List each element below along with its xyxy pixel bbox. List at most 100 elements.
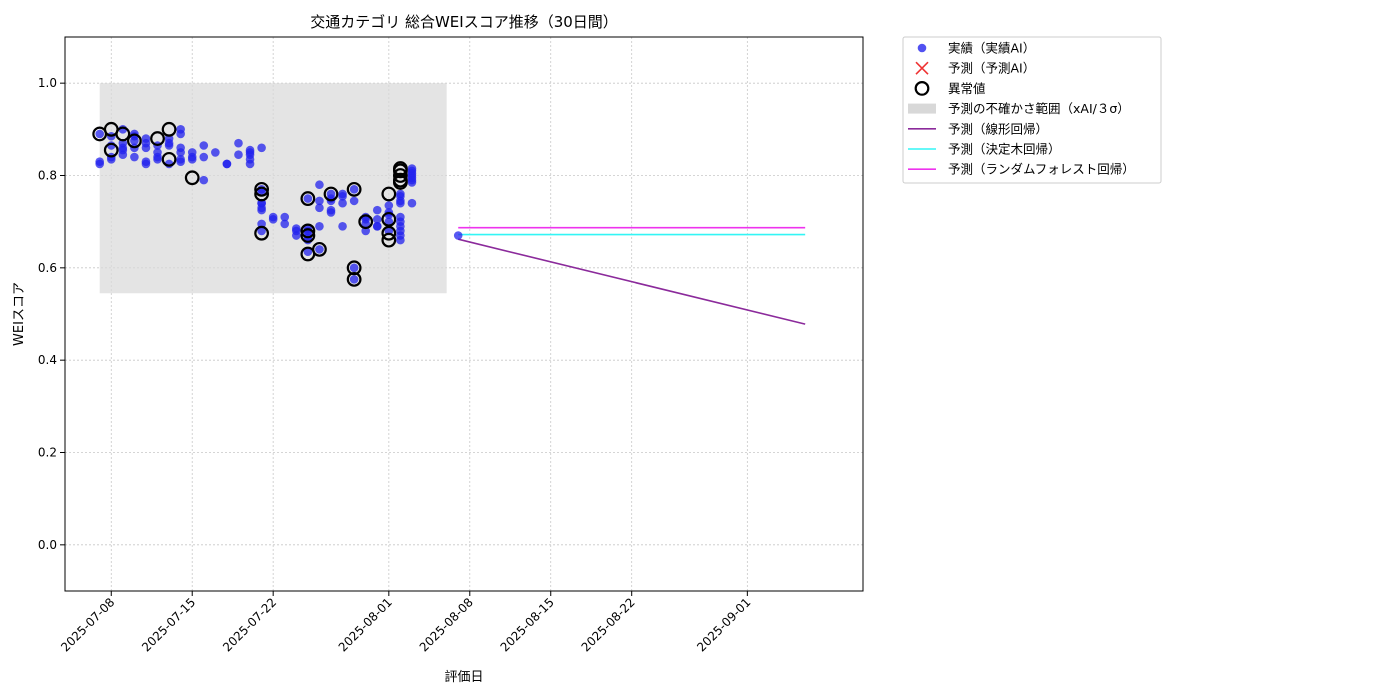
- actual-point: [199, 141, 209, 150]
- y-tick-label: 0.0: [38, 538, 57, 552]
- anomaly-point: [150, 131, 165, 146]
- actual-point: [372, 215, 382, 224]
- actual-point: [257, 226, 266, 236]
- actual-point: [199, 152, 209, 162]
- actual-point: [349, 185, 359, 194]
- actual-point: [384, 217, 394, 226]
- x-tick-label: 2025-09-01: [694, 595, 753, 654]
- legend-label: 実績（実績AI）: [948, 41, 1035, 56]
- anomaly-point: [381, 232, 397, 248]
- x-tick-label: 2025-08-08: [417, 595, 476, 654]
- x-tick-label: 2025-08-15: [498, 595, 557, 654]
- actual-point: [245, 159, 255, 169]
- legend-marker: [915, 61, 929, 75]
- actual-point: [95, 159, 104, 169]
- actual-point: [211, 148, 220, 157]
- anomaly-point: [346, 181, 362, 197]
- actual-point: [338, 189, 347, 199]
- actual-point: [257, 205, 266, 215]
- legend-label: 予測（予測AI）: [948, 61, 1035, 76]
- actual-point: [257, 187, 266, 196]
- anomaly-point: [300, 191, 316, 206]
- anomaly-point: [392, 168, 408, 183]
- legend-box: [902, 36, 1162, 184]
- actual-point: [95, 129, 104, 139]
- actual-point: [245, 150, 255, 160]
- actual-point: [384, 201, 394, 210]
- legend-label: 予測（線形回帰）: [948, 121, 1048, 136]
- anomaly-point: [103, 142, 119, 158]
- anomaly-point: [254, 225, 270, 241]
- actual-point: [141, 159, 151, 169]
- anomaly-point: [300, 223, 316, 239]
- actual-point: [407, 168, 417, 178]
- anomaly-point: [323, 186, 339, 202]
- actual-point: [187, 155, 197, 164]
- actual-point: [257, 143, 266, 153]
- anomaly-point: [126, 133, 142, 149]
- actual-point: [164, 138, 174, 148]
- actual-point: [315, 203, 324, 213]
- actual-point: [303, 247, 313, 256]
- actual-point: [372, 205, 382, 215]
- actual-point: [372, 221, 382, 231]
- actual-point: [326, 189, 336, 199]
- actual-point: [176, 125, 185, 134]
- actual-point: [396, 235, 405, 245]
- y-tick-label: 0.4: [38, 353, 57, 367]
- actual-point: [338, 198, 347, 208]
- anomaly-point: [161, 121, 177, 137]
- legend-label: 異常値: [948, 81, 986, 96]
- y-tick-label: 0.2: [38, 446, 57, 460]
- actual-point: [453, 231, 463, 240]
- actual-point: [222, 159, 232, 169]
- legend-label: 予測（ランダムフォレスト回帰）: [948, 162, 1135, 177]
- legend-label: 予測（決定木回帰）: [948, 142, 1061, 157]
- actual-point: [280, 219, 290, 229]
- actual-point: [396, 217, 405, 226]
- anomaly-points: [92, 121, 408, 287]
- anomaly-point: [161, 151, 177, 167]
- anomaly-point: [254, 186, 270, 202]
- plot-frame: [64, 36, 864, 592]
- legend-marker: [917, 43, 927, 53]
- y-axis-ticks: 0.0 0.2 0.4 0.6 0.8 1.0: [38, 76, 65, 552]
- actual-point: [118, 143, 128, 153]
- y-tick-label: 0.8: [38, 169, 57, 183]
- uncertainty-band-rect: [99, 83, 447, 294]
- x-axis-label: 評価日: [444, 670, 483, 685]
- legend-marker: [908, 103, 936, 114]
- actual-point: [315, 196, 324, 206]
- actual-point: [349, 196, 359, 206]
- actual-point: [315, 221, 324, 231]
- actual-point: [199, 175, 209, 185]
- x-tick-label: 2025-07-08: [58, 595, 117, 654]
- anomaly-point: [381, 211, 397, 227]
- chart-title: 交通カテゴリ 総合WEIスコア推移（30日間）: [310, 13, 618, 31]
- actual-point: [153, 155, 162, 164]
- anomaly-point: [381, 186, 397, 202]
- actual-point: [349, 263, 359, 273]
- actual-point: [303, 194, 313, 203]
- actual-point: [268, 215, 278, 224]
- actual-point: [141, 143, 151, 153]
- actual-point: [106, 155, 116, 164]
- actual-point: [407, 198, 417, 208]
- anomaly-point: [184, 170, 200, 186]
- actual-point: [338, 221, 347, 231]
- forecast-lines: [458, 226, 806, 325]
- actual-point: [384, 226, 394, 236]
- y-axis-label: WEIスコア: [12, 282, 27, 346]
- actual-point: [361, 226, 370, 236]
- uncertainty-band: [99, 83, 447, 294]
- anomaly-point: [300, 228, 316, 243]
- x-tick-label: 2025-07-22: [220, 595, 279, 654]
- actual-point: [176, 148, 185, 157]
- anomaly-point: [115, 126, 131, 142]
- actual-point: [349, 275, 359, 284]
- actual-point: [130, 152, 139, 162]
- forecast-line: [458, 238, 806, 325]
- actual-point: [234, 150, 243, 160]
